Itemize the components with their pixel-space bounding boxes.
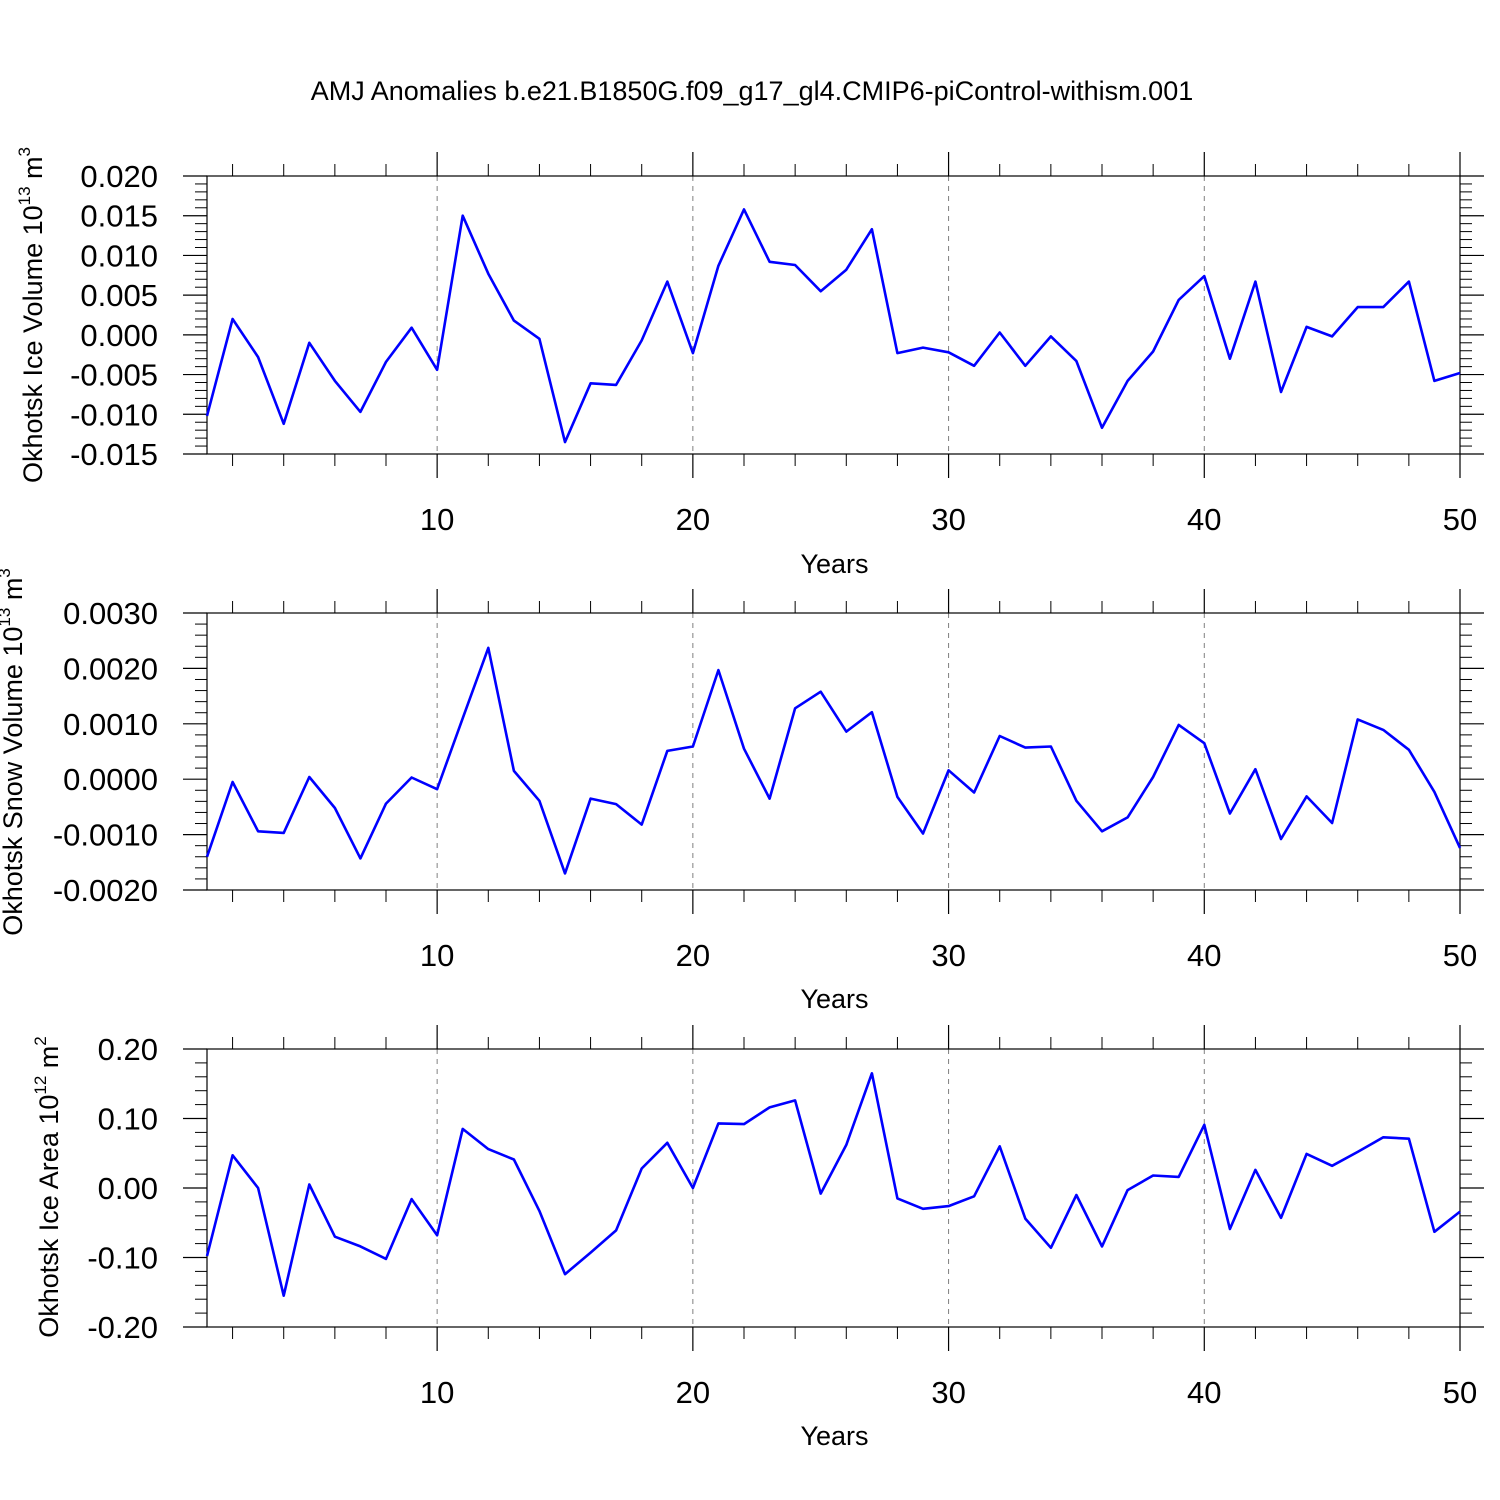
y-axis-label-main: Okhotsk Ice Volume 10 — [18, 205, 48, 483]
plot-frame — [206, 175, 1461, 455]
y-axis-label: Okhotsk Ice Area 1012 m2 — [31, 1036, 64, 1338]
x-tick-label: 20 — [676, 938, 710, 973]
x-tick-label: 30 — [931, 1375, 965, 1410]
y-tick-label: -0.015 — [70, 437, 158, 472]
y-tick-label: 0.010 — [80, 238, 158, 273]
y-tick-label: 0.005 — [80, 278, 158, 313]
y-axis-label-unit: m — [18, 156, 48, 186]
y-tick-label: 0.10 — [98, 1102, 158, 1137]
y-axis-label-unit: m — [0, 578, 28, 608]
series-line-ice-volume — [205, 208, 1461, 444]
y-axis-label-unit-exponent: 3 — [15, 147, 34, 156]
x-tick-label: 10 — [420, 938, 454, 973]
y-tick-label: -0.20 — [87, 1310, 158, 1345]
panel-ice-volume: 10 20 30 40 50 0.020 0.015 0.010 0.005 0.000 -0.00… — [15, 147, 1484, 579]
y-tick-label: 0.0000 — [63, 762, 158, 797]
panel-snow-volume: 10 20 30 40 50 0.0030 0.0020 0.0010 0.0000 -0.001… — [0, 568, 1484, 1014]
x-axis-label: Years — [800, 549, 868, 579]
y-axis-label-exponent: 12 — [31, 1076, 50, 1095]
x-tick-label: 30 — [931, 938, 965, 973]
y-tick-label: 0.0020 — [63, 651, 158, 686]
x-tick-label: 30 — [931, 502, 965, 537]
y-tick-label: 0.015 — [80, 199, 158, 234]
y-tick-label: 0.0030 — [63, 596, 158, 631]
x-tick-label: 40 — [1187, 1375, 1221, 1410]
x-tick-label: 40 — [1187, 938, 1221, 973]
y-tick-label: 0.0010 — [63, 707, 158, 742]
y-tick-label: -0.0020 — [53, 873, 158, 908]
x-axis-label: Years — [800, 1421, 868, 1451]
x-tick-label: 50 — [1443, 502, 1477, 537]
y-tick-label: -0.005 — [70, 358, 158, 393]
y-axis-label-unit-exponent: 2 — [31, 1036, 50, 1045]
y-tick-label: 0.00 — [98, 1171, 158, 1206]
y-tick-label: -0.010 — [70, 397, 158, 432]
y-axis-label-main: Okhotsk Ice Area 10 — [34, 1095, 64, 1338]
y-axis-label: Okhotsk Snow Volume 1013 m3 — [0, 568, 28, 936]
y-tick-label: 0.000 — [80, 318, 158, 353]
y-axis-label-main: Okhotsk Snow Volume 10 — [0, 627, 28, 936]
x-tick-label: 10 — [420, 1375, 454, 1410]
x-tick-label: 20 — [676, 502, 710, 537]
y-axis-label-exponent: 13 — [0, 608, 14, 627]
y-tick-label: -0.0010 — [53, 818, 158, 853]
y-axis-label-unit: m — [34, 1046, 64, 1076]
y-tick-label: 0.020 — [80, 159, 158, 194]
panel-ice-area: 10 20 30 40 50 0.20 0.10 0.00 -0.10 -0.20 Years Okh… — [31, 1025, 1484, 1451]
x-axis-label: Years — [800, 984, 868, 1014]
plot-frame — [206, 1048, 1461, 1328]
y-axis-label-unit-exponent: 3 — [0, 568, 14, 577]
series-line-snow-volume — [205, 646, 1462, 875]
x-tick-label: 40 — [1187, 502, 1221, 537]
x-tick-label: 50 — [1443, 938, 1477, 973]
panels: 10 20 30 40 50 0.020 0.015 0.010 0.005 0.000 -0.00… — [0, 147, 1484, 1451]
figure-title: AMJ Anomalies b.e21.B1850G.f09_g17_gl4.C… — [311, 76, 1193, 106]
series-line-ice-area — [205, 1072, 1461, 1297]
y-axis-label: Okhotsk Ice Volume 1013 m3 — [15, 147, 48, 483]
y-axis-label-exponent: 13 — [15, 186, 34, 205]
x-tick-label: 50 — [1443, 1375, 1477, 1410]
x-tick-label: 10 — [420, 502, 454, 537]
y-tick-label: -0.10 — [87, 1241, 158, 1276]
plot-frame — [206, 612, 1461, 891]
x-tick-label: 20 — [676, 1375, 710, 1410]
y-tick-label: 0.20 — [98, 1032, 158, 1067]
